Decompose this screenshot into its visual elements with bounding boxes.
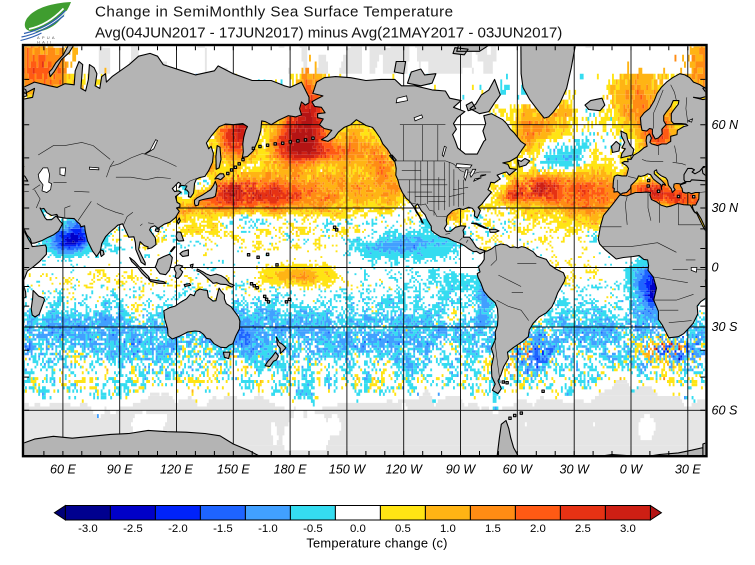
svg-text:Temperature change (c): Temperature change (c) bbox=[306, 536, 447, 551]
svg-text:0 W: 0 W bbox=[620, 463, 644, 477]
svg-text:60 W: 60 W bbox=[503, 463, 534, 477]
svg-text:-0.5: -0.5 bbox=[303, 523, 323, 535]
svg-text:HAII: HAII bbox=[37, 40, 54, 45]
svg-text:0.0: 0.0 bbox=[350, 523, 366, 535]
svg-text:30 E: 30 E bbox=[675, 463, 702, 477]
svg-text:1.0: 1.0 bbox=[440, 523, 456, 535]
svg-text:Change in SemiMonthly Sea Surf: Change in SemiMonthly Sea Surface Temper… bbox=[95, 4, 454, 21]
svg-text:30 W: 30 W bbox=[559, 463, 590, 477]
svg-text:2.5: 2.5 bbox=[575, 523, 591, 535]
svg-text:-2.0: -2.0 bbox=[168, 523, 188, 535]
svg-text:2.0: 2.0 bbox=[530, 523, 546, 535]
svg-text:Avg(04JUN2017 - 17JUN2017) min: Avg(04JUN2017 - 17JUN2017) minus Avg(21M… bbox=[95, 25, 562, 42]
svg-text:30 S: 30 S bbox=[712, 320, 739, 334]
svg-text:90 E: 90 E bbox=[107, 463, 134, 477]
svg-text:APUA: APUA bbox=[37, 35, 57, 40]
svg-text:90 W: 90 W bbox=[446, 463, 477, 477]
svg-text:-1.0: -1.0 bbox=[258, 523, 278, 535]
svg-text:120 W: 120 W bbox=[385, 463, 423, 477]
svg-text:30 N: 30 N bbox=[712, 201, 740, 215]
svg-text:60 S: 60 S bbox=[712, 404, 739, 418]
svg-text:-3.0: -3.0 bbox=[78, 523, 98, 535]
svg-text:60 E: 60 E bbox=[50, 463, 77, 477]
svg-text:3.0: 3.0 bbox=[620, 523, 636, 535]
svg-text:150 W: 150 W bbox=[329, 463, 367, 477]
svg-text:1.5: 1.5 bbox=[485, 523, 501, 535]
svg-text:120 E: 120 E bbox=[160, 463, 194, 477]
svg-text:-1.5: -1.5 bbox=[213, 523, 233, 535]
svg-text:60 N: 60 N bbox=[712, 118, 740, 132]
svg-text:0: 0 bbox=[712, 261, 719, 275]
svg-text:-2.5: -2.5 bbox=[123, 523, 143, 535]
svg-text:150 E: 150 E bbox=[217, 463, 251, 477]
svg-text:180 E: 180 E bbox=[274, 463, 308, 477]
svg-text:0.5: 0.5 bbox=[395, 523, 411, 535]
